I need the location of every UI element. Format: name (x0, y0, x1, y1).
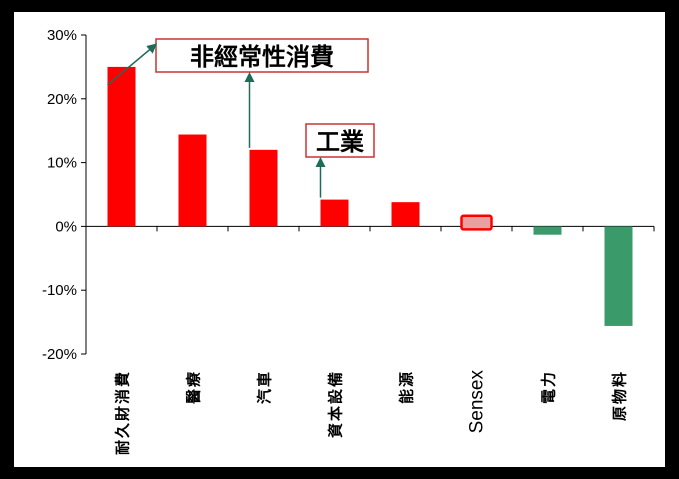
labels: 耐久財消費 醫療 汽車 資本設備 能源 Sensex 電力 原物料 (114, 370, 629, 456)
x-tick-label: 汽車 (256, 370, 274, 404)
y-tick-label: 20% (47, 91, 77, 108)
chart-frame: -20% -10% 0% 10% 20% 30% 耐久財消費 醫療 汽車 資本設備 能源 Sense… (14, 12, 665, 467)
x-tick-label: 耐久財消費 (114, 370, 132, 455)
axes: -20% -10% 0% 10% 20% 30% (42, 27, 655, 363)
bar-category-6 (533, 226, 562, 235)
annotation-box (155, 38, 369, 73)
annotation-box (305, 123, 375, 158)
annotation-label: 工業 (316, 128, 364, 156)
x-tick-label: 原物料 (611, 370, 629, 421)
bar-category-0 (107, 66, 136, 227)
bars (107, 66, 633, 326)
bar-sensex (460, 214, 493, 231)
annotation-arrow (107, 43, 158, 86)
bar-category-1 (178, 134, 207, 227)
bar-category-3 (320, 199, 349, 227)
y-tick-label: 30% (47, 27, 77, 44)
annotation-label: 非經常性消費 (190, 43, 334, 71)
y-tick-label: -20% (42, 346, 77, 363)
bar-chart: -20% -10% 0% 10% 20% 30% 耐久財消費 醫療 汽車 資本設備 能源 Sense… (42, 27, 655, 456)
y-tick-label: 0% (55, 218, 77, 235)
x-tick-label: Sensex (467, 370, 488, 434)
x-tick-label: 電力 (540, 370, 558, 404)
bar-category-4 (391, 202, 420, 227)
x-tick-label: 醫療 (185, 370, 203, 404)
bar-category-7 (604, 226, 633, 326)
y-tick-label: 10% (47, 155, 77, 172)
x-tick-label: 能源 (398, 370, 416, 404)
bar-category-2 (249, 149, 278, 227)
x-tick-label: 資本設備 (327, 370, 345, 438)
y-tick-label: -10% (42, 282, 77, 299)
